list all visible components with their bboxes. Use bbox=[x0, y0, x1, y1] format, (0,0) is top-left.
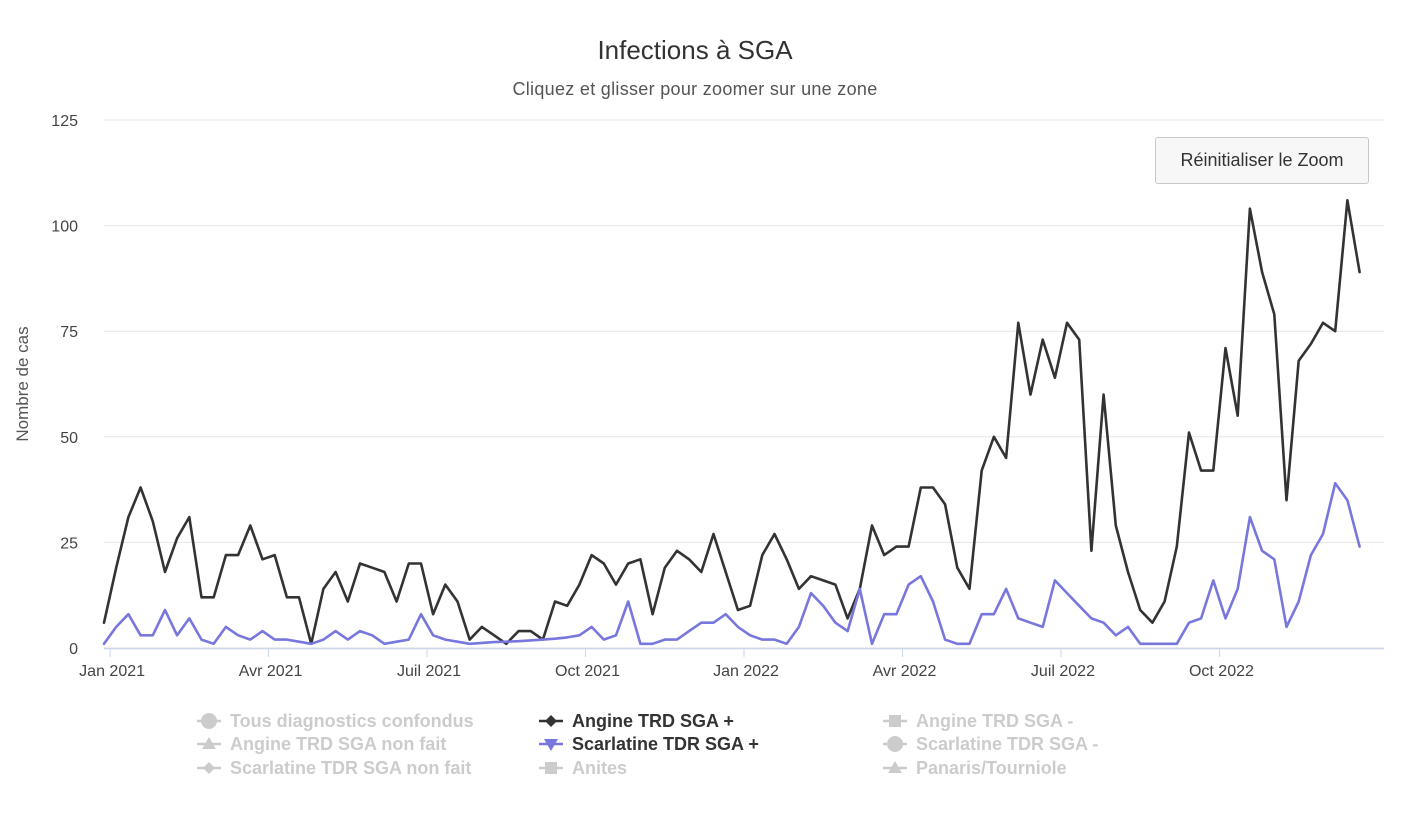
legend-symbol-diamond-icon bbox=[539, 715, 563, 727]
x-tick-label: Jan 2022 bbox=[713, 663, 779, 680]
legend-item-label: Tous diagnostics confondus bbox=[230, 711, 474, 731]
y-tick-label: 50 bbox=[60, 430, 78, 447]
y-tick-label: 25 bbox=[60, 535, 78, 552]
chart-subtitle: Cliquez et glisser pour zoomer sur une z… bbox=[512, 79, 877, 99]
series-line-0[interactable] bbox=[102, 199, 1361, 646]
x-tick-label: Jan 2021 bbox=[79, 663, 145, 680]
legend-symbol-triangle-icon bbox=[197, 737, 221, 749]
legend-symbol-diamond-icon bbox=[197, 762, 221, 774]
y-tick-label: 100 bbox=[51, 219, 78, 236]
x-tick-label: Oct 2022 bbox=[1189, 663, 1254, 680]
legend-item-label: Panaris/Tourniole bbox=[916, 758, 1067, 778]
legend-symbol-square-icon bbox=[883, 715, 907, 727]
legend-item-label: Scarlatine TDR SGA + bbox=[572, 734, 759, 754]
series-line-1[interactable] bbox=[102, 481, 1361, 646]
grid-lines bbox=[104, 119, 1384, 649]
x-tick-label: Juil 2022 bbox=[1031, 663, 1095, 680]
x-axis-ticks: Jan 2021 Avr 2021 Juil 2021 Oct 2021 Jan 202… bbox=[79, 647, 1384, 680]
chart-title: Infections à SGA bbox=[597, 35, 793, 65]
y-axis-ticks: 0 25 50 75 100 125 bbox=[51, 113, 78, 658]
legend-item[interactable]: Scarlatine TDR SGA - bbox=[883, 734, 1098, 754]
legend-item-label: Angine TRD SGA + bbox=[572, 711, 734, 731]
y-tick-label: 0 bbox=[69, 641, 78, 658]
x-tick-label: Avr 2021 bbox=[239, 663, 303, 680]
legend-symbol-triangle-down-icon bbox=[539, 739, 563, 751]
legend-item[interactable]: Angine TRD SGA + bbox=[539, 711, 734, 731]
legend-item-label: Scarlatine TDR SGA non fait bbox=[230, 758, 471, 778]
legend-item-label: Scarlatine TDR SGA - bbox=[916, 734, 1098, 754]
y-tick-label: 75 bbox=[60, 324, 78, 341]
reset-zoom-button[interactable]: Réinitialiser le Zoom bbox=[1155, 137, 1369, 184]
legend-symbol-circle-icon bbox=[197, 713, 221, 729]
legend: Tous diagnostics confondus Angine TRD SGA… bbox=[197, 711, 1098, 778]
legend-symbol-circle-icon bbox=[883, 736, 907, 752]
x-tick-label: Avr 2022 bbox=[873, 663, 937, 680]
legend-item[interactable]: Panaris/Tourniole bbox=[883, 758, 1067, 778]
legend-item-label: Anites bbox=[572, 758, 627, 778]
y-axis-title: Nombre de cas bbox=[13, 326, 32, 441]
x-tick-label: Juil 2021 bbox=[397, 663, 461, 680]
legend-item-label: Angine TRD SGA - bbox=[916, 711, 1073, 731]
legend-symbol-square-icon bbox=[539, 762, 563, 774]
legend-item[interactable]: Scarlatine TDR SGA + bbox=[539, 734, 759, 754]
plot-area[interactable] bbox=[102, 199, 1361, 646]
legend-item[interactable]: Angine TRD SGA - bbox=[883, 711, 1073, 731]
legend-symbol-triangle-icon bbox=[883, 761, 907, 773]
legend-item[interactable]: Scarlatine TDR SGA non fait bbox=[197, 758, 471, 778]
legend-item-label: Angine TRD SGA non fait bbox=[230, 734, 446, 754]
legend-item[interactable]: Angine TRD SGA non fait bbox=[197, 734, 446, 754]
x-tick-label: Oct 2021 bbox=[555, 663, 620, 680]
legend-item[interactable]: Tous diagnostics confondus bbox=[197, 711, 474, 731]
y-tick-label: 125 bbox=[51, 113, 78, 130]
legend-item[interactable]: Anites bbox=[539, 758, 627, 778]
